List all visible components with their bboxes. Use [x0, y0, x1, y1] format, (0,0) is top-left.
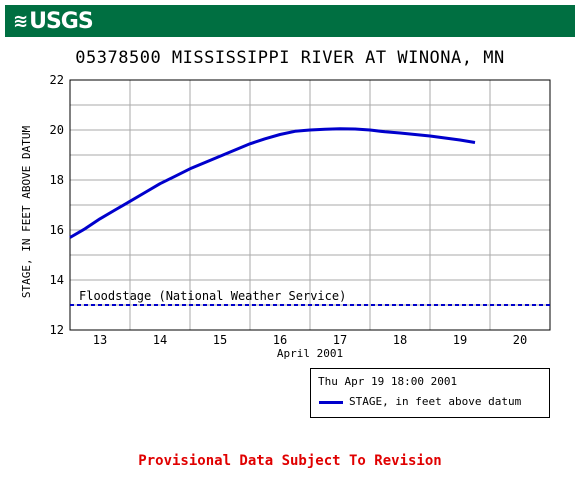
x-tick-label: 16 [273, 333, 287, 347]
stage-chart: 12 14 16 18 20 22 13 14 15 16 17 18 19 20 Floodstage … [20, 73, 551, 360]
usgs-wave-icon: ≋ [13, 11, 28, 32]
legend-timestamp: Thu Apr 19 18:00 2001 [318, 375, 458, 388]
x-axis-label: April 2001 [277, 347, 343, 360]
x-tick-label: 18 [393, 333, 407, 347]
series-group [69, 127, 476, 239]
provisional-notice: Provisional Data Subject To Revision [138, 453, 442, 469]
chart-axes [69, 79, 551, 331]
usgs-logo-text: USGS [29, 9, 94, 34]
legend-series-swatch [319, 401, 343, 404]
y-tick-label: 18 [50, 173, 64, 187]
plot-frame [69, 79, 551, 331]
y-tick-label: 16 [50, 223, 64, 237]
x-tick-label: 13 [93, 333, 107, 347]
usgs-banner: ≋ USGS [5, 5, 575, 37]
y-tick-label: 22 [50, 73, 64, 87]
legend: Thu Apr 19 18:00 2001 STAGE, in feet abo… [310, 368, 550, 418]
y-tick-label: 12 [50, 323, 64, 337]
floodstage-group: Floodstage (National Weather Service) [70, 289, 550, 306]
y-tick-label: 20 [50, 123, 64, 137]
x-tick-label: 19 [453, 333, 467, 347]
floodstage-label: Floodstage (National Weather Service) [79, 289, 346, 303]
legend-series-label: STAGE, in feet above datum [349, 395, 522, 408]
chart-ticks: 12 14 16 18 20 22 13 14 15 16 17 18 19 20 [50, 73, 528, 347]
x-tick-label: 20 [513, 333, 527, 347]
x-tick-label: 15 [213, 333, 227, 347]
y-axis-label: STAGE, IN FEET ABOVE DATUM [20, 126, 33, 299]
usgs-logo[interactable]: ≋ USGS [13, 9, 94, 34]
x-tick-label: 14 [153, 333, 167, 347]
chart-title: 05378500 MISSISSIPPI RIVER AT WINONA, MN [75, 48, 505, 68]
stage-series-line [69, 127, 476, 239]
x-tick-label: 17 [333, 333, 347, 347]
y-tick-label: 14 [50, 273, 64, 287]
